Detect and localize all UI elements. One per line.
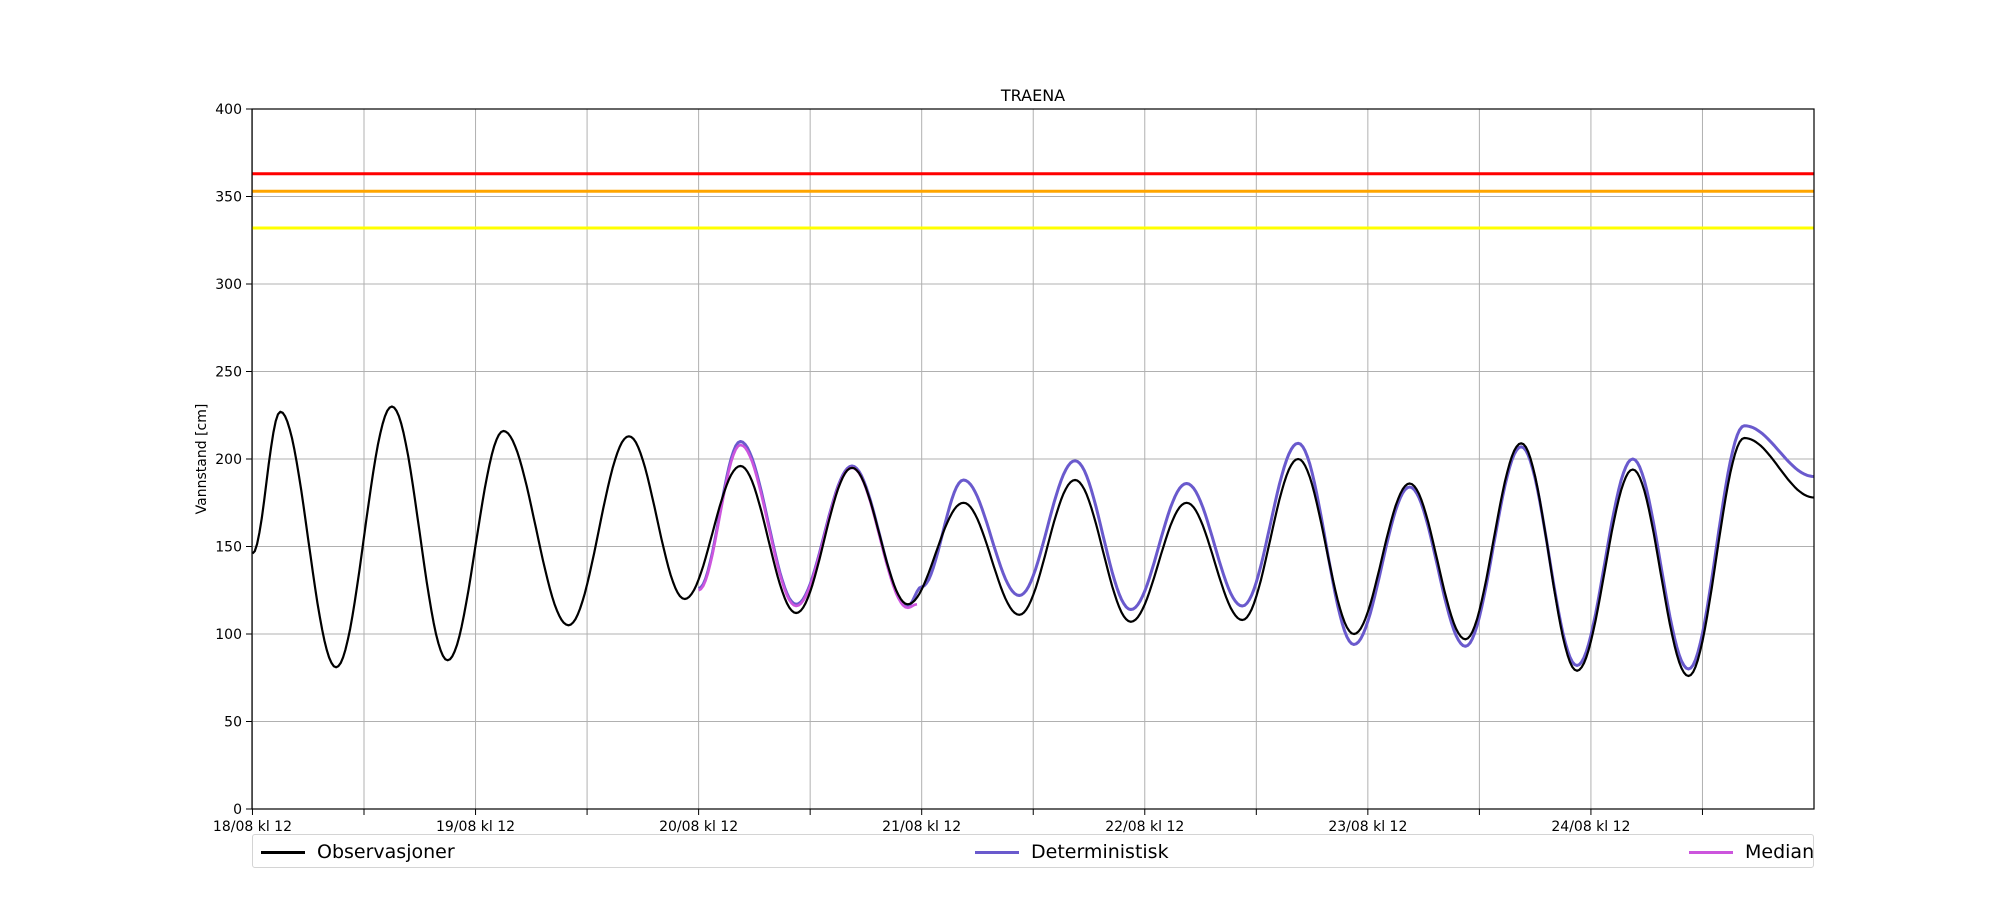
- x-tick-label: 20/08 kl 12: [659, 819, 738, 835]
- legend-swatch-deterministisk: [975, 850, 1019, 854]
- threshold-lines: [252, 172, 1814, 230]
- y-tick-label: 0: [233, 802, 242, 818]
- y-tick-label: 150: [215, 540, 242, 556]
- legend-item-median: Median: [1689, 835, 1814, 869]
- y-tick-label: 300: [215, 277, 242, 293]
- chart-title: TRAENA: [1000, 86, 1065, 105]
- x-tick-label: 19/08 kl 12: [436, 819, 515, 835]
- x-axis-ticks: 18/08 kl 12 19/08 kl 12 20/08 kl 12 21/08 k…: [213, 809, 1703, 835]
- legend-item-deterministisk: Deterministisk: [975, 835, 1169, 869]
- x-tick-label: 23/08 kl 12: [1328, 819, 1407, 835]
- y-axis-ticks: 0 50 100 150 200 250 300 350 400: [215, 102, 252, 818]
- y-axis-label: Vannstand [cm]: [194, 404, 210, 515]
- plot-frame: [251, 108, 1815, 810]
- legend-label-deterministisk: Deterministisk: [1031, 841, 1169, 863]
- legend-label-median: Median: [1745, 841, 1815, 863]
- y-tick-label: 400: [215, 102, 242, 118]
- legend-swatch-observasjoner: [261, 850, 305, 854]
- series-line-median: [697, 443, 918, 610]
- y-tick-label: 50: [224, 715, 242, 731]
- series-lines: [251, 405, 1815, 678]
- legend-item-observasjoner: Observasjoner: [261, 835, 455, 869]
- legend-label-observasjoner: Observasjoner: [317, 841, 455, 863]
- x-tick-label: 21/08 kl 12: [882, 819, 961, 835]
- y-tick-label: 100: [215, 627, 242, 643]
- x-tick-label: 24/08 kl 12: [1551, 819, 1630, 835]
- grid-lines: [251, 108, 1814, 810]
- x-tick-label: 22/08 kl 12: [1105, 819, 1184, 835]
- y-tick-label: 350: [215, 190, 242, 206]
- series-line-observasjoner: [251, 405, 1815, 678]
- legend-swatch-median: [1689, 850, 1733, 854]
- y-tick-label: 250: [215, 365, 242, 381]
- legend: Observasjoner Deterministisk Median: [252, 834, 1814, 868]
- y-tick-label: 200: [215, 452, 242, 468]
- x-tick-label: 18/08 kl 12: [213, 819, 292, 835]
